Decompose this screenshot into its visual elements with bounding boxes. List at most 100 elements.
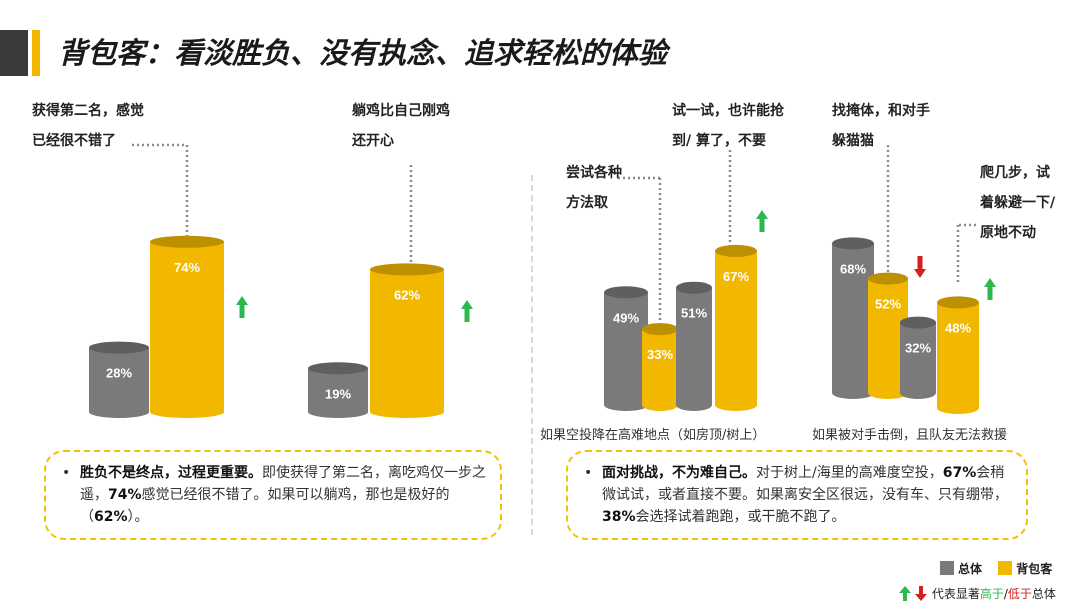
insight-bold: 74% (108, 487, 142, 503)
legend-swatch-overall (940, 561, 954, 575)
bar-top (89, 341, 149, 354)
value-label-overall: 68% (840, 261, 866, 276)
bar-bottom (676, 399, 712, 411)
insight-text: 会稍微试试，或者直接不要。如果离安全区很远，没有车、只有绷带， (602, 465, 1008, 503)
value-label-backpacker: 67% (723, 269, 749, 284)
bar-top (370, 263, 444, 276)
bar-overall (604, 292, 648, 405)
bar-overall (900, 322, 936, 393)
significance-note: 代表显著高于/低于总体 (898, 584, 1056, 602)
note-sep: / (1003, 587, 1008, 601)
bar-top (900, 316, 936, 329)
annotation-line: 到/ 算了，不要 (672, 133, 766, 149)
bar-top (150, 235, 224, 248)
annotation-crawl: 爬几步，试 着躲避一下/ 原地不动 (980, 158, 1055, 248)
bar-backpacker (150, 241, 224, 412)
up-arrow-icon (756, 210, 768, 232)
bar-bottom (832, 387, 874, 399)
bar-overall (832, 243, 874, 393)
annotation-lying-chicken: 躺鸡比自己刚鸡 还开心 (352, 96, 450, 156)
legend-label-backpacker: 背包客 (1016, 562, 1053, 576)
annotation-line: 躺鸡比自己刚鸡 (352, 103, 450, 119)
insight-box-right: • 面对挑战，不为难自己。对于树上/海里的高难度空投，67%会稍微试试，或者直接… (566, 450, 1028, 540)
value-label-overall: 32% (905, 341, 931, 356)
bar-top (832, 237, 874, 250)
annotation-line: 着躲避一下/ (980, 195, 1056, 211)
note-prefix: 代表显著 (931, 587, 980, 601)
up-arrow-icon (461, 300, 473, 322)
annotation-line: 试一试，也许能抢 (672, 103, 784, 119)
insight-text: 对于树上/海里的高难度空投， (756, 465, 943, 481)
insight-bold: 胜负不是终点，过程更重要。 (80, 465, 262, 481)
value-label-backpacker: 33% (647, 347, 673, 362)
bar-bottom (604, 399, 648, 411)
value-label-backpacker: 48% (945, 320, 971, 335)
up-arrow-icon (236, 296, 248, 318)
value-label-overall: 19% (325, 386, 351, 401)
note-suffix: 总体 (1031, 587, 1056, 601)
bar-bottom (370, 406, 444, 418)
annotation-line: 方法取 (566, 195, 608, 211)
annotation-line: 获得第二名，感觉 (32, 103, 144, 119)
bar-top (676, 281, 712, 294)
annotation-line: 还开心 (352, 133, 394, 149)
up-down-arrows-icon (899, 586, 927, 601)
bar-bottom (900, 387, 936, 399)
bar-bottom (937, 402, 979, 414)
bar-overall (308, 368, 368, 412)
insight-bold: 38% (602, 509, 636, 525)
down-arrow-icon (914, 256, 926, 278)
value-label-backpacker: 52% (875, 297, 901, 312)
bar-bottom (715, 399, 757, 411)
bar-backpacker (715, 250, 757, 405)
bullet-icon: • (62, 465, 71, 481)
annotation-line: 爬几步，试 (980, 165, 1050, 181)
value-label-overall: 49% (613, 310, 639, 325)
bar-bottom (89, 406, 149, 418)
insight-bold: 67% (942, 465, 977, 481)
bar-overall (676, 287, 712, 405)
bar-backpacker (937, 302, 979, 408)
bullet-icon: • (584, 465, 593, 481)
insight-text: 即使获得了第二名，离吃鸡仅一步之遥， (80, 465, 486, 503)
annotation-try-it: 试一试，也许能抢 到/ 算了，不要 (672, 96, 784, 156)
bar-backpacker (642, 329, 678, 405)
bar-bottom (868, 387, 908, 399)
insight-box-left: • 胜负不是终点，过程更重要。即使获得了第二名，离吃鸡仅一步之遥，74%感觉已经… (44, 450, 502, 540)
annotation-try-methods: 尝试各种 方法取 (566, 158, 622, 218)
caption-airdrop: 如果空投降在高难地点（如房顶/树上） (540, 428, 766, 443)
value-label-backpacker: 74% (174, 260, 200, 275)
legend: 总体 背包客 (940, 560, 1052, 577)
bar-overall (89, 347, 149, 412)
bar-bottom (642, 399, 678, 411)
title-accent-dark (0, 30, 28, 76)
annotation-line: 尝试各种 (566, 165, 622, 181)
note-high: 高于 (979, 587, 1004, 601)
bar-top (642, 323, 678, 336)
bar-top (868, 272, 908, 285)
bar-top (937, 296, 979, 309)
annotation-line: 找掩体，和对手 (832, 103, 930, 119)
bar-top (715, 244, 757, 257)
legend-swatch-backpacker (998, 561, 1013, 575)
bar-bottom (308, 406, 368, 418)
insight-text: ）。 (127, 509, 149, 525)
page-title: 背包客：看淡胜负、没有执念、追求轻松的体验 (58, 36, 668, 70)
insight-bold: 62% (94, 509, 128, 525)
annotation-line: 原地不动 (980, 225, 1036, 241)
title-accent-yellow (32, 30, 40, 76)
legend-label-overall: 总体 (958, 562, 983, 576)
insight-text: 感觉已经很不错了。如果可以躺鸡，那也是极好的（ (80, 487, 450, 525)
bar-backpacker (370, 269, 444, 412)
insight-bold: 面对挑战，不为难自己。 (602, 465, 756, 481)
note-low: 低于 (1007, 587, 1032, 601)
value-label-overall: 51% (681, 306, 707, 321)
section-divider (531, 175, 533, 535)
bar-top (604, 286, 648, 299)
up-arrow-icon (984, 278, 996, 300)
value-label-overall: 28% (106, 366, 132, 381)
annotation-line: 已经很不错了 (32, 133, 116, 149)
bar-bottom (150, 406, 224, 418)
annotation-line: 躲猫猫 (832, 133, 874, 149)
